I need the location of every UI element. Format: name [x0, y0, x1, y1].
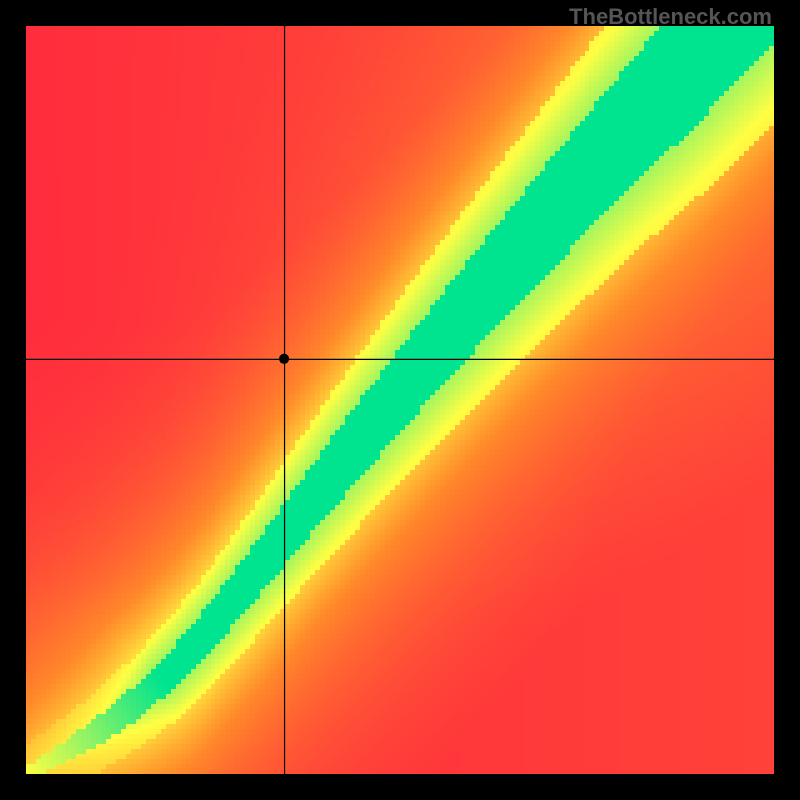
heatmap-canvas [26, 26, 774, 774]
watermark-text: TheBottleneck.com [569, 4, 772, 30]
heatmap-plot [26, 26, 774, 774]
chart-container: TheBottleneck.com [0, 0, 800, 800]
